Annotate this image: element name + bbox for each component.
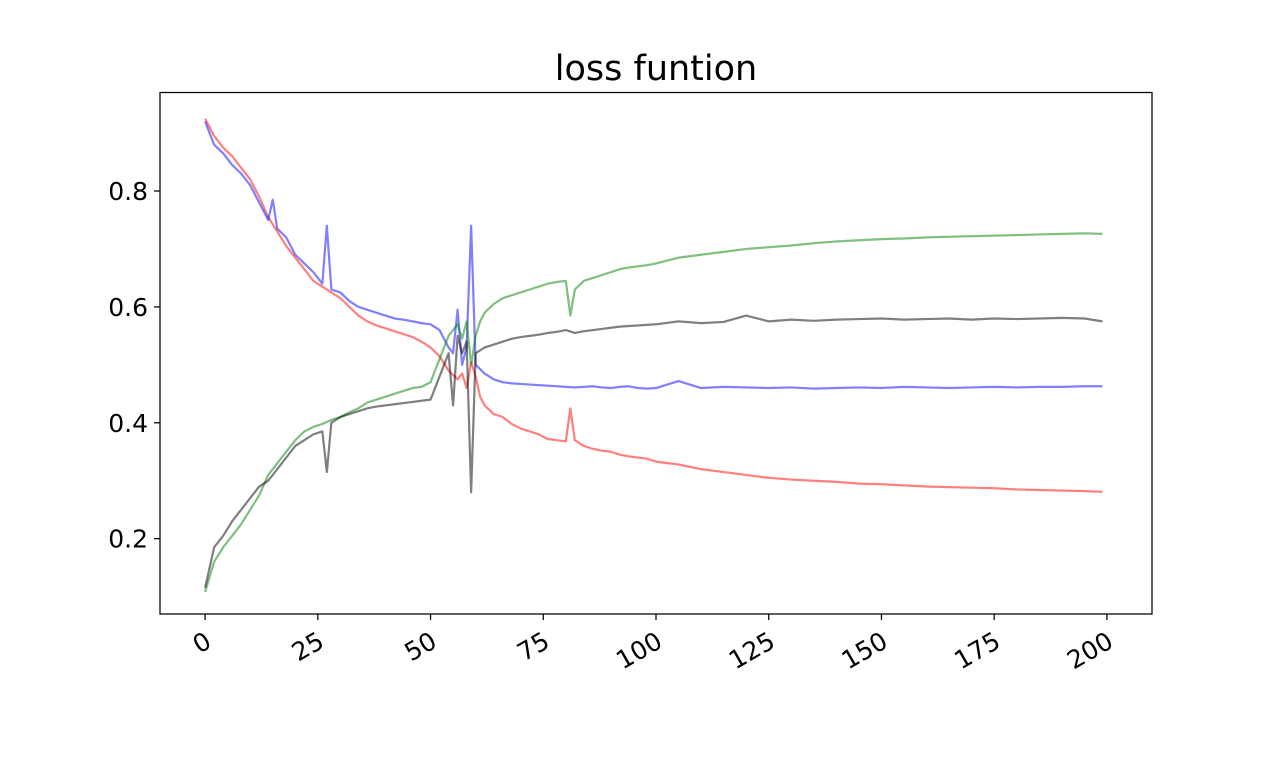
series-line-2 <box>204 121 1103 390</box>
x-tick-label: 125 <box>724 626 780 675</box>
series-group <box>204 118 1103 593</box>
x-axis: 0 25 50 75 100 125 150 175 200 <box>188 614 1118 675</box>
series-line-4 <box>204 314 1103 589</box>
x-tick-label: 175 <box>949 626 1005 675</box>
y-axis: 0.2 0.4 0.6 0.8 <box>108 177 160 554</box>
y-tick-label: 0.2 <box>108 525 148 554</box>
x-tick-label: 150 <box>837 626 893 675</box>
x-tick-label: 200 <box>1062 626 1118 675</box>
x-tick-label: 0 <box>188 626 216 659</box>
x-tick-label: 25 <box>287 626 329 667</box>
series-line-1 <box>204 118 1103 493</box>
series-line-3 <box>204 232 1103 593</box>
y-tick-label: 0.8 <box>108 177 148 206</box>
x-tick-label: 100 <box>611 626 667 675</box>
y-tick-label: 0.6 <box>108 293 148 322</box>
x-tick-label: 50 <box>399 626 441 667</box>
chart-title: loss funtion <box>555 49 757 89</box>
y-tick-label: 0.4 <box>108 409 148 438</box>
x-tick-label: 75 <box>512 626 554 667</box>
plot-area-frame <box>159 91 1153 615</box>
